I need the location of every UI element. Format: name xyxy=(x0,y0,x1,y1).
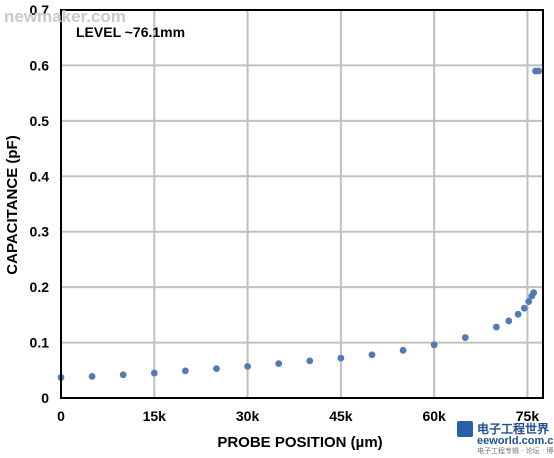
x-tick-label: 75k xyxy=(516,408,540,424)
y-tick-label: 0.7 xyxy=(30,2,50,18)
logo-site: eeworld.com.cn xyxy=(477,435,554,447)
data-point xyxy=(399,346,407,354)
x-tick-label: 45k xyxy=(329,408,353,424)
plot-frame xyxy=(60,9,544,399)
x-tick-label: 0 xyxy=(57,408,65,424)
y-tick-label: 0 xyxy=(41,390,49,406)
data-point xyxy=(306,357,314,365)
logo-cn: 电子工程世界 xyxy=(477,421,549,436)
data-point xyxy=(520,304,528,312)
x-tick-label: 15k xyxy=(143,408,167,424)
logo-icon xyxy=(457,421,473,437)
data-point xyxy=(150,369,158,377)
data-point xyxy=(275,360,283,368)
data-point xyxy=(181,367,189,375)
y-tick-label: 0.2 xyxy=(30,279,50,295)
data-point xyxy=(461,334,469,341)
level-annotation: LEVEL ~76.1mm xyxy=(76,24,185,40)
y-tick-label: 0.4 xyxy=(30,168,50,184)
logo-small: 电子工程专辑 · 论坛 · 博客 xyxy=(477,446,554,455)
data-point xyxy=(535,67,543,75)
data-point xyxy=(505,317,513,325)
data-point xyxy=(368,351,376,359)
data-point xyxy=(430,341,438,349)
data-point xyxy=(244,363,251,370)
x-tick-label: 30k xyxy=(236,408,260,424)
watermark: newmaker.com xyxy=(4,7,126,26)
y-tick-label: 0.1 xyxy=(30,335,50,351)
y-tick-label: 0.3 xyxy=(30,224,50,240)
data-point xyxy=(213,365,220,373)
y-tick-label: 0.6 xyxy=(30,57,50,73)
x-axis-title: PROBE POSITION (µm) xyxy=(217,434,382,451)
data-point xyxy=(337,354,345,362)
data-point xyxy=(119,371,127,379)
x-tick-label: 60k xyxy=(422,408,446,424)
data-point xyxy=(514,310,522,318)
data-point xyxy=(530,289,538,297)
series-markers xyxy=(57,67,543,381)
eeworld-logo: 电子工程世界 eeworld.com.cn 电子工程专辑 · 论坛 · 博客 xyxy=(457,421,554,455)
data-point xyxy=(492,323,500,331)
data-point xyxy=(525,298,533,305)
grid xyxy=(61,9,543,398)
y-axis-title: CAPACITANCE (pF) xyxy=(4,135,21,274)
x-tick-labels: 0 15k 30k 45k 60k 75k xyxy=(57,408,539,424)
data-point xyxy=(88,372,96,380)
y-tick-labels: 0 0.1 0.2 0.3 0.4 0.5 0.6 0.7 xyxy=(30,2,50,406)
y-tick-label: 0.5 xyxy=(30,113,50,129)
